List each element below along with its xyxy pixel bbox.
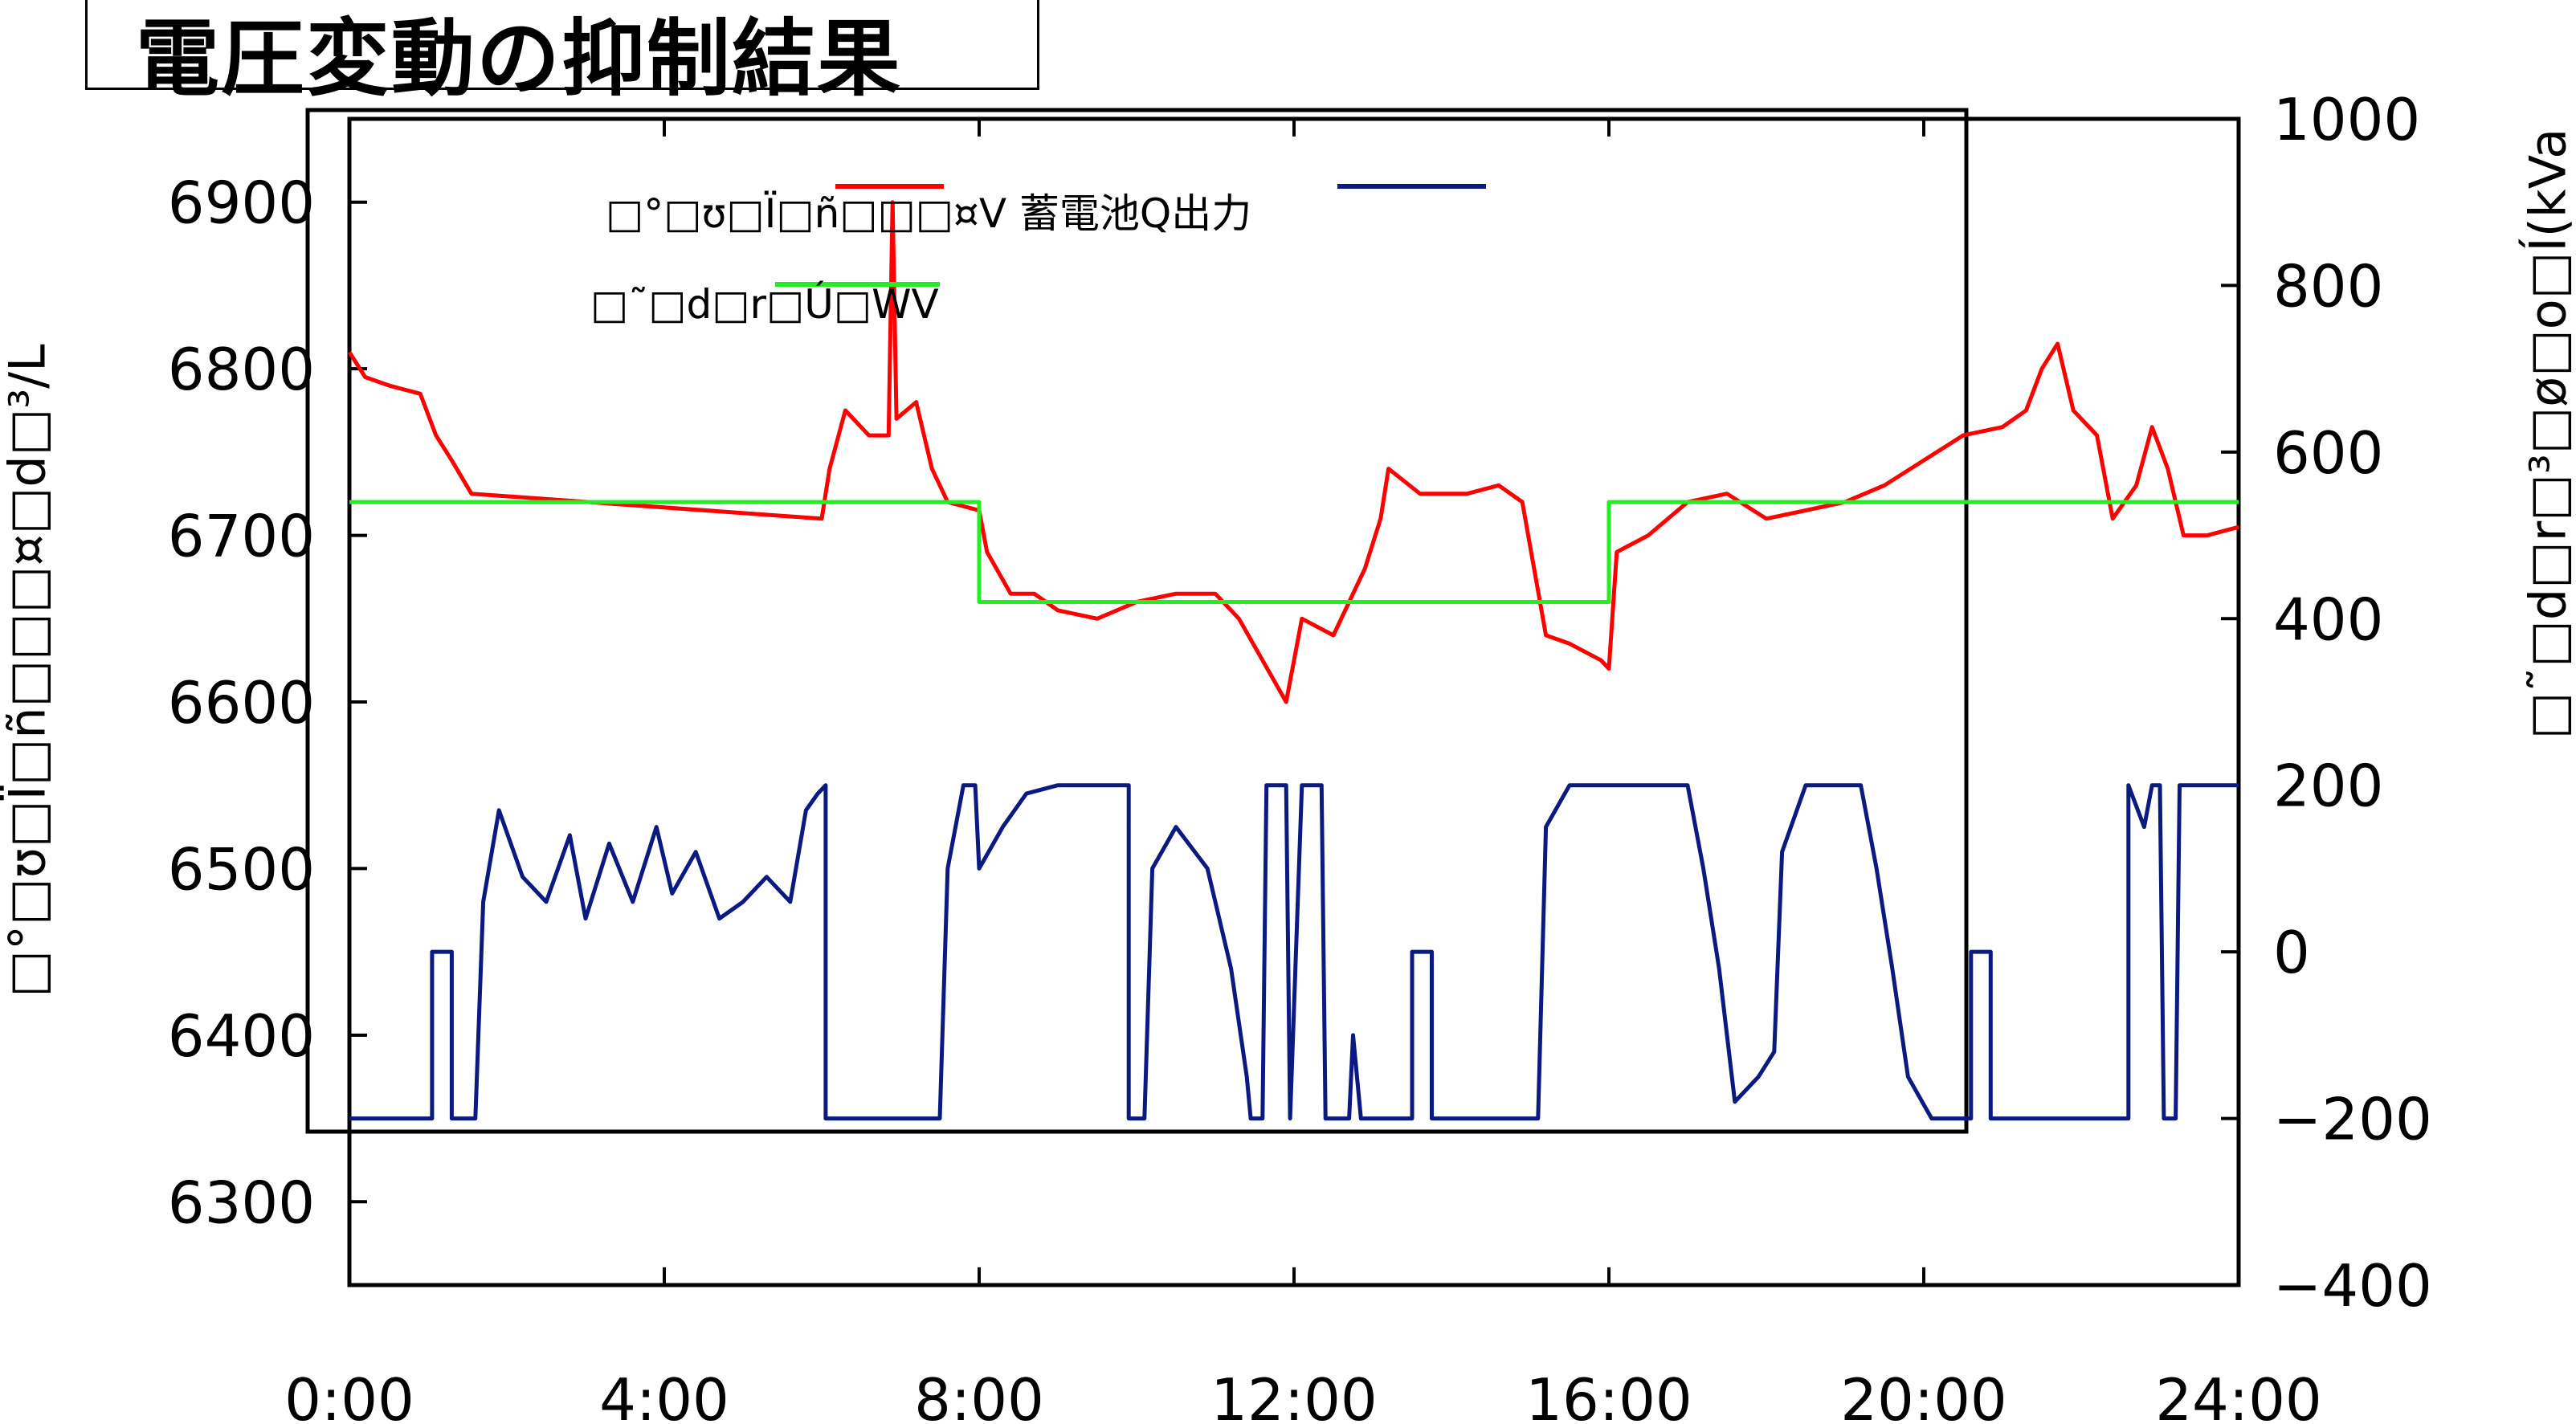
series-layer (347, 200, 2239, 1121)
series-line-2 (349, 500, 2239, 604)
x-tick-label: 24:00 (2155, 1366, 2322, 1424)
axes (347, 116, 2241, 1287)
legend-lines (775, 184, 1486, 287)
tick-labels: 0:00 4:00 8:00 12:00 16:00 20:00 24:00 6300 6400… (168, 86, 2432, 1424)
x-tick-label: 20:00 (1840, 1366, 2007, 1424)
series-line-1 (349, 783, 2239, 1121)
legend-row-2: □˜□d□r□Ú□WV (590, 281, 939, 328)
y-left-tick-label: 6300 (168, 1169, 315, 1236)
legend-row-1: □°□ʊ□Ï□ñ□□□¤V 蓄電池Q出力 (606, 182, 1251, 239)
series-line-0 (347, 200, 2239, 704)
left-axis-label: □°□ʊ□Ï□ñ□□□¤□d□³/L (0, 344, 57, 998)
y-right-tick-label: −400 (2273, 1252, 2432, 1320)
y-left-tick-label: 6400 (168, 1002, 315, 1070)
y-left-tick-label: 6600 (168, 669, 315, 736)
y-left-tick-label: 6800 (168, 336, 315, 403)
x-tick-label: 0:00 (284, 1366, 414, 1424)
chart-title: 電圧変動の抑制結果 (136, 10, 903, 108)
legend-label-target: □˜□d□r□Ú□WV (590, 281, 939, 328)
x-tick-label: 8:00 (914, 1366, 1044, 1424)
legend-label-battery: 蓄電池Q出力 (1019, 190, 1252, 237)
y-right-tick-label: 600 (2273, 419, 2383, 487)
legend-label-voltage: □°□ʊ□Ï□ñ□□□¤V (606, 190, 1007, 237)
y-left-tick-label: 6900 (168, 169, 315, 237)
y-right-tick-label: 1000 (2273, 86, 2420, 153)
y-right-tick-label: 400 (2273, 586, 2383, 653)
title-box: 電圧変動の抑制結果 (85, 0, 1039, 108)
inner-frame-rect (305, 108, 1969, 1134)
y-left-tick-label: 6700 (168, 503, 315, 570)
right-axis-label-container: □˜□d□r□³□ø□o□Í(kVa (2519, 129, 2576, 740)
y-right-tick-label: 200 (2273, 753, 2383, 820)
y-right-tick-label: 0 (2273, 919, 2310, 986)
right-axis-label: □˜□d□r□³□ø□o□Í(kVa (2518, 128, 2576, 740)
y-right-tick-label: 800 (2273, 252, 2383, 320)
y-left-tick-label: 6500 (168, 835, 315, 903)
x-tick-label: 4:00 (599, 1366, 729, 1424)
inner-plot-frame (305, 108, 1969, 1134)
y-right-tick-label: −200 (2273, 1086, 2432, 1153)
x-tick-label: 12:00 (1210, 1366, 1378, 1424)
x-tick-label: 16:00 (1525, 1366, 1692, 1424)
